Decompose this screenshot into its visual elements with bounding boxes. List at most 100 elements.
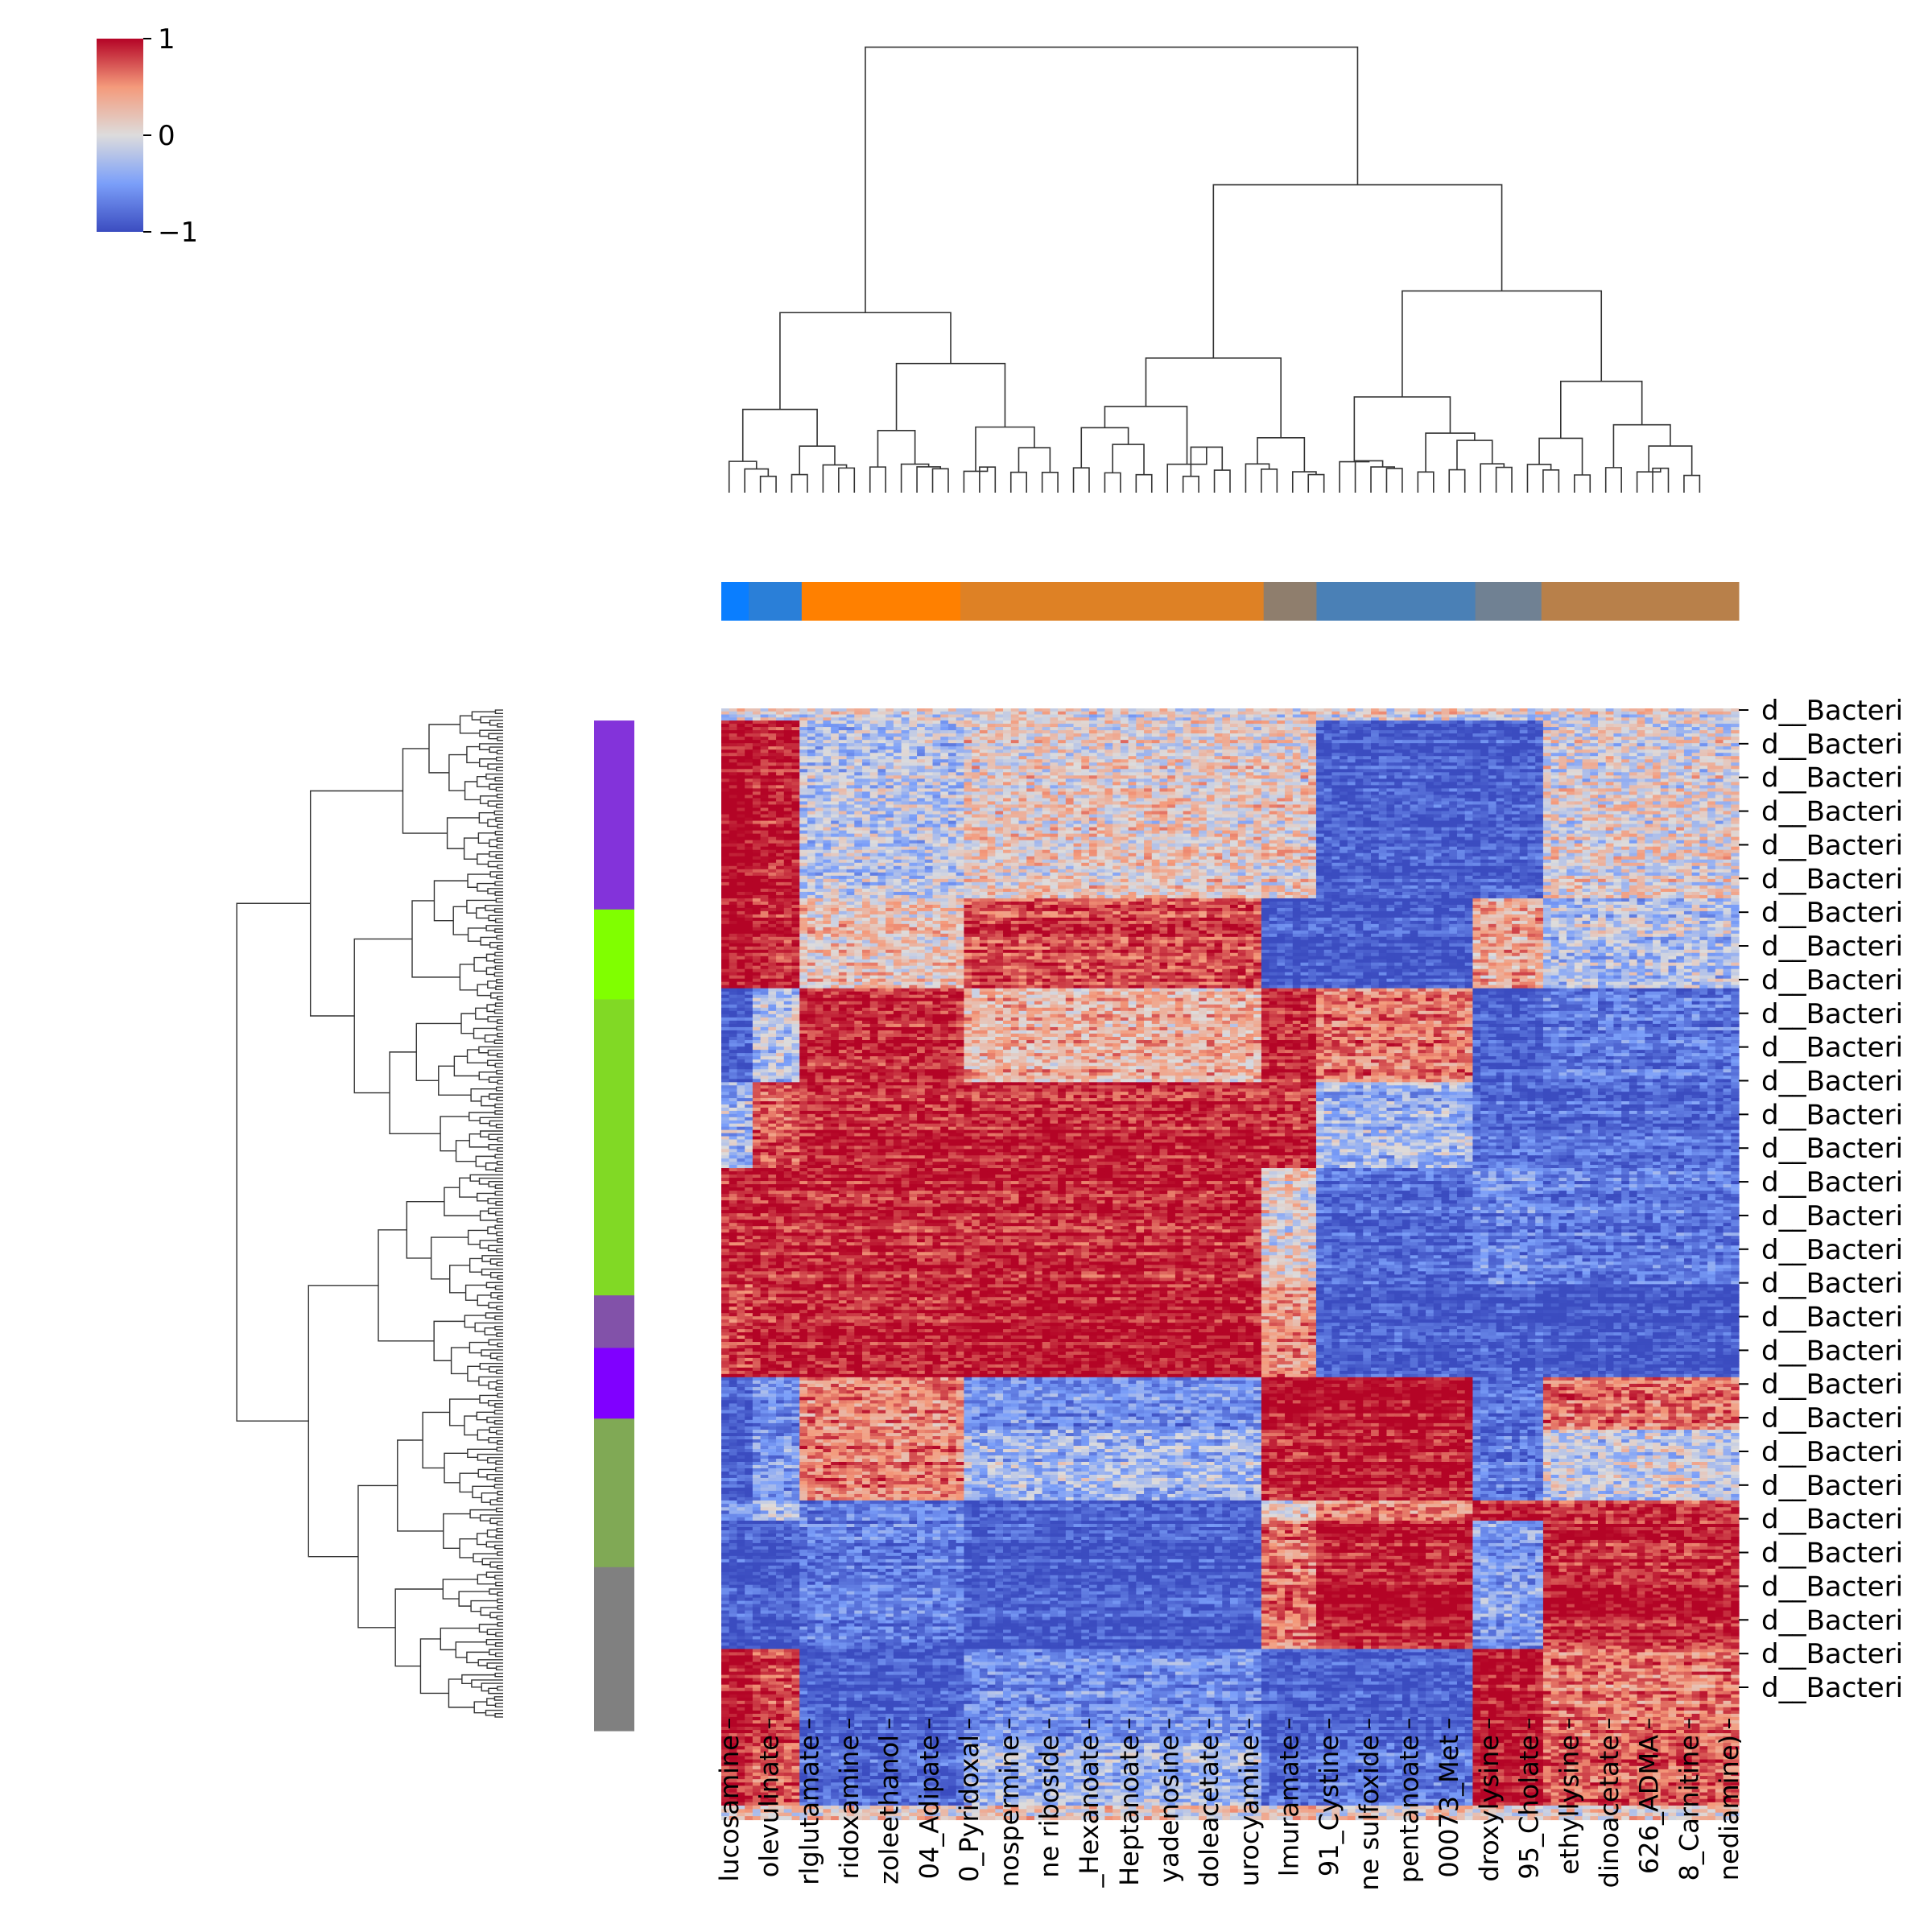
row-dendrogram-link <box>497 1125 503 1128</box>
heatmap-cell <box>1676 740 1684 744</box>
heatmap-cell <box>1222 775 1230 779</box>
heatmap-cell <box>1457 775 1465 779</box>
heatmap-cell <box>1692 724 1700 728</box>
heatmap-cell <box>1606 724 1614 728</box>
heatmap-cell <box>940 740 948 744</box>
heatmap-cell <box>1535 720 1543 724</box>
heatmap-cell <box>1394 749 1402 753</box>
heatmap-cell <box>1034 708 1042 712</box>
heatmap-cell <box>1050 775 1058 779</box>
heatmap-cell <box>721 743 729 747</box>
heatmap-cell <box>1731 756 1739 760</box>
heatmap-cell <box>1207 782 1215 786</box>
heatmap-cell <box>1480 724 1488 728</box>
heatmap-cell <box>1661 769 1669 773</box>
heatmap-cell <box>1018 737 1026 741</box>
heatmap-cell <box>894 712 902 715</box>
heatmap-cell <box>1724 740 1732 744</box>
heatmap-cell <box>839 775 847 779</box>
heatmap-cell <box>1551 782 1559 786</box>
heatmap-cell <box>1645 743 1653 747</box>
heatmap-cell <box>1058 715 1066 718</box>
heatmap-cell <box>1613 759 1621 763</box>
heatmap-cell <box>1011 715 1019 718</box>
heatmap-cell <box>886 769 894 773</box>
heatmap-cell <box>1222 766 1230 770</box>
heatmap-cell <box>1363 782 1371 786</box>
heatmap-cell <box>745 724 753 728</box>
heatmap-cell <box>1058 762 1066 766</box>
heatmap-cell <box>964 733 972 737</box>
heatmap-cell <box>1606 727 1614 731</box>
heatmap-cell <box>1058 712 1066 715</box>
row-dendrogram-link <box>497 1509 503 1512</box>
heatmap-cell <box>1449 759 1457 763</box>
heatmap-cell <box>995 737 1003 741</box>
heatmap-cell <box>964 769 972 773</box>
heatmap-cell <box>1629 712 1637 715</box>
heatmap-cell <box>1159 727 1167 731</box>
heatmap-cell <box>1316 717 1324 720</box>
heatmap-cell <box>1613 737 1621 741</box>
heatmap-cell <box>1371 724 1379 728</box>
heatmap-cell <box>1668 762 1676 766</box>
heatmap-cell <box>1003 708 1011 712</box>
heatmap-cell <box>917 746 925 750</box>
heatmap-cell <box>854 730 862 734</box>
heatmap-cell <box>1199 746 1207 750</box>
heatmap-cell <box>862 769 870 773</box>
row-dendrogram-link <box>481 937 497 944</box>
heatmap-cell <box>1653 730 1661 734</box>
row-dendrogram-link <box>412 901 460 977</box>
heatmap-cell <box>877 762 886 766</box>
heatmap-cell <box>1331 717 1340 720</box>
heatmap-cell <box>1637 753 1645 757</box>
heatmap-cell <box>1402 749 1410 753</box>
heatmap-cell <box>847 717 855 720</box>
heatmap-cell <box>1699 746 1707 750</box>
heatmap-cell <box>1386 766 1394 770</box>
heatmap-cell <box>1121 762 1129 766</box>
heatmap-cell <box>1356 727 1364 731</box>
heatmap-cell <box>776 772 784 776</box>
heatmap-cell <box>753 740 761 744</box>
heatmap-cell <box>831 749 839 753</box>
heatmap-cell <box>1348 733 1356 737</box>
heatmap-cell <box>784 717 792 720</box>
heatmap-cell <box>1308 708 1316 712</box>
heatmap-cell <box>1034 753 1042 757</box>
heatmap-cell <box>784 753 792 757</box>
heatmap-cell <box>972 762 980 766</box>
heatmap-cell <box>1104 766 1113 770</box>
heatmap-cell <box>1418 778 1426 782</box>
heatmap-cell <box>1003 746 1011 750</box>
heatmap-cell <box>988 724 996 728</box>
heatmap-cell <box>1434 753 1442 757</box>
heatmap-cell <box>847 740 855 744</box>
heatmap-cell <box>1324 753 1332 757</box>
heatmap-cell <box>1551 733 1559 737</box>
heatmap-cell <box>1504 749 1512 753</box>
heatmap-cell <box>1668 727 1676 731</box>
heatmap-cell <box>1097 717 1105 720</box>
heatmap-cell <box>1207 785 1215 789</box>
row-dendrogram-link <box>497 1356 503 1360</box>
column-dendrogram-link <box>870 467 886 493</box>
heatmap-cell <box>1449 762 1457 766</box>
heatmap-cell <box>886 712 894 715</box>
heatmap-cell <box>1684 737 1692 741</box>
heatmap-cell <box>933 743 941 747</box>
heatmap-cell <box>980 749 988 753</box>
heatmap-cell <box>1152 753 1160 757</box>
heatmap-cell <box>1356 778 1364 782</box>
heatmap-cell <box>737 759 745 763</box>
heatmap-cell <box>1191 766 1199 770</box>
heatmap-cell <box>1261 775 1269 779</box>
heatmap-cell <box>1543 730 1551 734</box>
heatmap-cell <box>807 717 815 720</box>
heatmap-cell <box>1668 749 1676 753</box>
heatmap-cell <box>1590 730 1598 734</box>
heatmap-cell <box>886 753 894 757</box>
heatmap-cell <box>1261 712 1269 715</box>
heatmap-cell <box>1285 733 1293 737</box>
